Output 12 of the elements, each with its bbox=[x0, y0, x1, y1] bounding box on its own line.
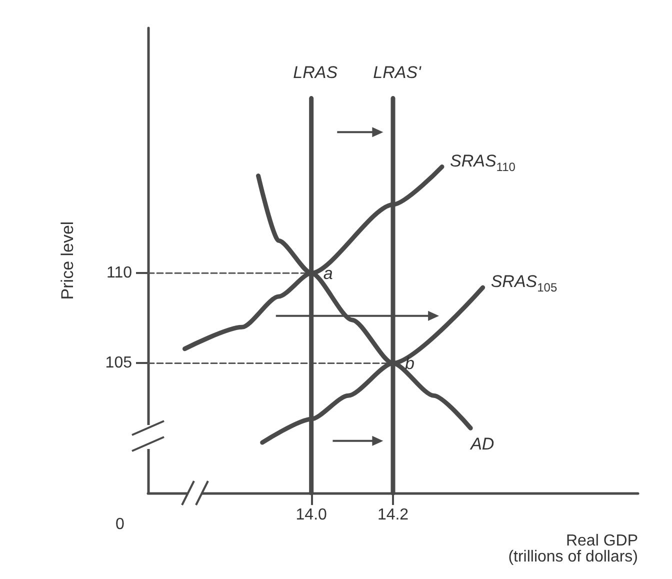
annotation: b bbox=[405, 354, 414, 374]
series-label: LRAS' bbox=[373, 62, 422, 82]
series-label: LRAS bbox=[293, 62, 338, 82]
y-tick-label: 105 bbox=[105, 354, 132, 372]
x-tick-label: 14.0 bbox=[296, 506, 328, 524]
y-axis-title: Price level bbox=[58, 221, 77, 300]
text: 0 bbox=[116, 516, 125, 533]
y-tick-label: 110 bbox=[106, 264, 132, 282]
series-label: AD bbox=[470, 434, 494, 454]
x-axis-title: Real GDP (trillions of dollars) bbox=[508, 532, 638, 566]
x-tick-label: 14.2 bbox=[377, 506, 409, 524]
annotation: a bbox=[323, 264, 333, 284]
